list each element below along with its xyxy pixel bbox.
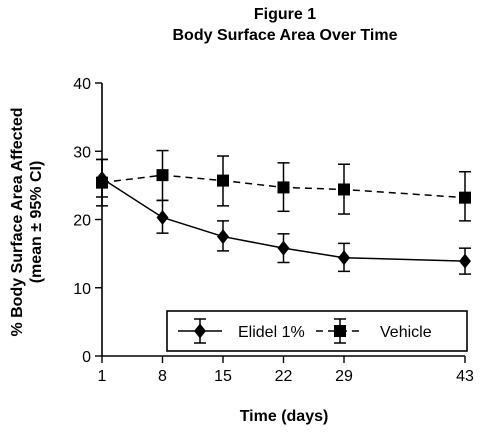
data-point [96,176,108,189]
y-tick-label: 30 [73,144,91,161]
legend-marker [194,323,206,339]
data-point [156,169,169,182]
legend-items: Elidel 1% Vehicle [178,318,432,344]
x-tick-label: 15 [214,368,232,385]
data-point [338,183,350,196]
x-tick-label: 43 [456,368,474,385]
chart-title: Figure 1 [253,6,317,23]
data-point [338,250,350,266]
data-point [217,174,229,187]
data-point [277,181,290,194]
chart-legend: Elidel 1% Vehicle [166,310,468,352]
y-tick-label: 40 [73,76,91,93]
series-line [101,174,466,199]
x-axis-label: Time (days) [240,408,329,425]
legend-label: Vehicle [380,324,432,341]
data-point [156,209,169,225]
legend-label: Elidel 1% [238,324,305,341]
series-line [101,177,466,262]
chart-title-block: Figure 1 Body Surface Area Over Time [0,4,480,46]
legend-marker [334,325,346,337]
data-point [459,191,471,204]
x-tick-label: 22 [275,368,293,385]
series-square [96,149,471,222]
chart-axes: 0 10 20 30 40 1 8 15 22 29 43 [73,76,474,385]
y-tick-label: 0 [82,349,91,366]
y-axis-label-line1: % Body Surface Area Affected [9,107,26,336]
chart-series [96,149,471,275]
x-tick-label: 8 [158,368,167,385]
data-point [277,240,290,256]
chart-subtitle: Body Surface Area Over Time [172,27,398,44]
data-point [459,253,471,269]
y-tick-label: 10 [73,281,91,298]
x-tick-label: 29 [335,368,353,385]
y-tick-label: 20 [73,213,91,230]
x-tick-label: 1 [98,368,107,385]
legend-entry: Elidel 1% [178,318,305,344]
y-axis-label-line2: (mean ± 95% CI) [28,161,45,284]
legend-entry: Vehicle [316,318,432,344]
data-point [217,229,229,245]
y-axis-label-group: % Body Surface Area Affected (mean ± 95%… [9,107,45,336]
